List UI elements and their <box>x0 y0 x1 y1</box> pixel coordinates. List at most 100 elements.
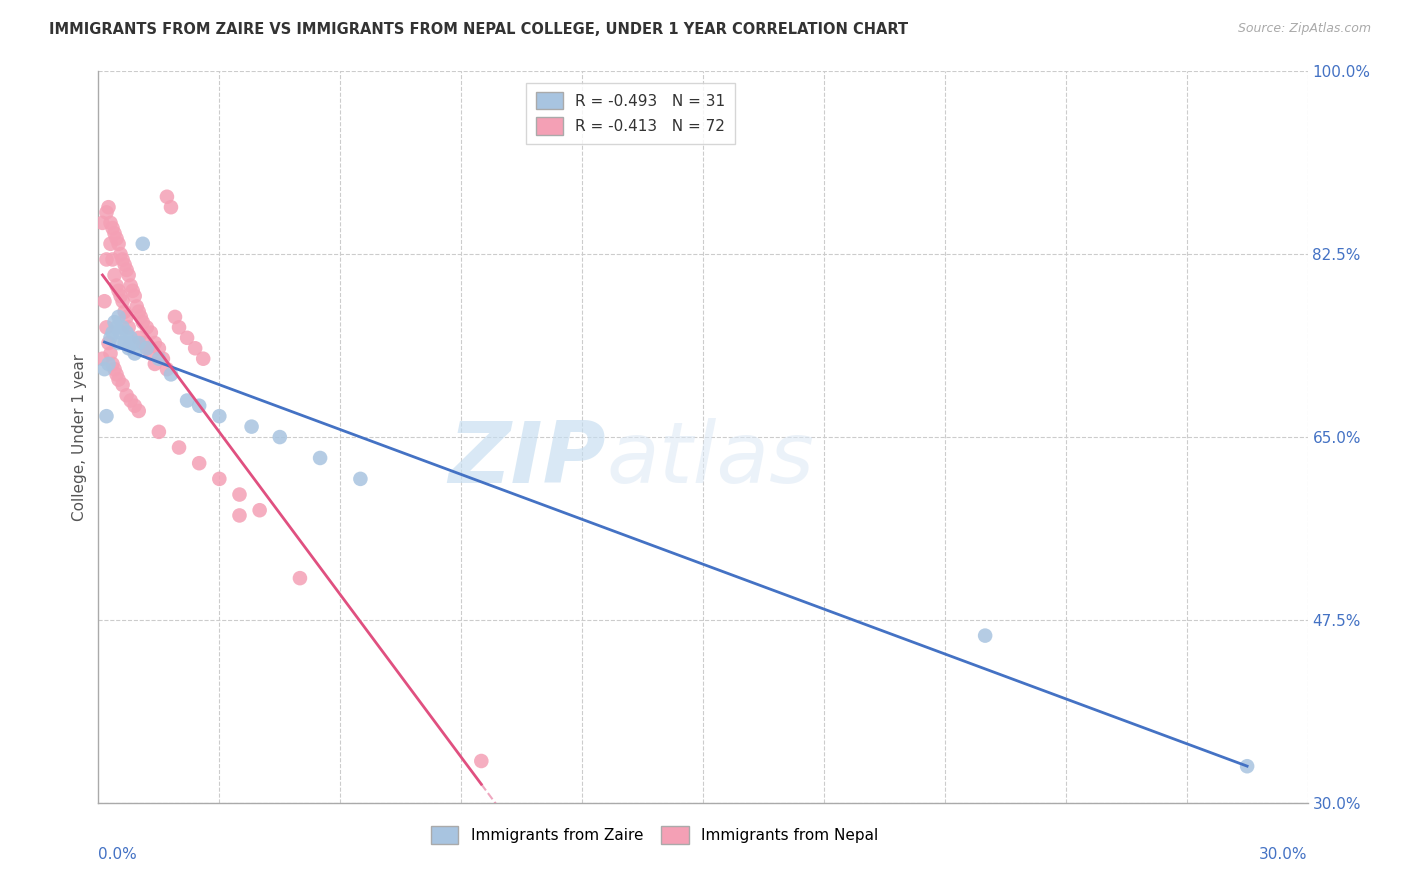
Point <box>105 320 128 334</box>
Point <box>105 278 128 293</box>
Y-axis label: College, Under 1 year: College, Under 1 year <box>72 353 87 521</box>
Point <box>96 320 118 334</box>
Point <box>97 357 120 371</box>
Point <box>228 487 250 501</box>
Point <box>101 326 124 340</box>
Point <box>115 326 138 340</box>
Point <box>124 346 146 360</box>
Point <box>143 336 166 351</box>
Point <box>91 216 114 230</box>
Point <box>120 278 142 293</box>
Point <box>135 341 157 355</box>
Point <box>156 362 179 376</box>
Point <box>193 351 215 366</box>
Point <box>107 284 129 298</box>
Point <box>118 320 141 334</box>
Point <box>118 341 141 355</box>
Point <box>249 503 271 517</box>
Point <box>156 190 179 204</box>
Text: IMMIGRANTS FROM ZAIRE VS IMMIGRANTS FROM NEPAL COLLEGE, UNDER 1 YEAR CORRELATION: IMMIGRANTS FROM ZAIRE VS IMMIGRANTS FROM… <box>49 22 908 37</box>
Point <box>974 629 997 643</box>
Point <box>121 336 143 351</box>
Point <box>139 326 162 340</box>
Point <box>97 200 120 214</box>
Point <box>96 205 118 219</box>
Point <box>128 304 150 318</box>
Point <box>100 236 122 251</box>
Point <box>124 289 146 303</box>
Point <box>101 252 124 267</box>
Point <box>124 399 146 413</box>
Point <box>128 336 150 351</box>
Point <box>349 472 371 486</box>
Point <box>103 227 125 241</box>
Point <box>110 247 132 261</box>
Point <box>118 268 141 282</box>
Point <box>114 336 136 351</box>
Point <box>103 362 125 376</box>
Point <box>1236 759 1258 773</box>
Point <box>132 315 155 329</box>
Point <box>188 456 211 470</box>
Point <box>208 472 231 486</box>
Point <box>128 404 150 418</box>
Point <box>115 310 138 324</box>
Point <box>132 336 155 351</box>
Point <box>100 216 122 230</box>
Point <box>93 362 115 376</box>
Point <box>470 754 492 768</box>
Point <box>139 346 162 360</box>
Point <box>103 315 125 329</box>
Text: 0.0%: 0.0% <box>98 847 138 862</box>
Legend: Immigrants from Zaire, Immigrants from Nepal: Immigrants from Zaire, Immigrants from N… <box>425 820 884 850</box>
Point <box>120 393 142 408</box>
Point <box>111 252 134 267</box>
Point <box>100 346 122 360</box>
Point <box>103 268 125 282</box>
Point <box>96 252 118 267</box>
Point <box>176 393 198 408</box>
Point <box>148 341 170 355</box>
Point <box>121 284 143 298</box>
Point <box>167 441 190 455</box>
Point <box>115 388 138 402</box>
Point <box>160 368 183 382</box>
Point <box>107 336 129 351</box>
Point <box>163 310 186 324</box>
Point <box>128 331 150 345</box>
Point <box>97 336 120 351</box>
Text: ZIP: ZIP <box>449 417 606 500</box>
Text: Source: ZipAtlas.com: Source: ZipAtlas.com <box>1237 22 1371 36</box>
Point <box>120 331 142 345</box>
Point <box>96 409 118 424</box>
Point <box>91 351 114 366</box>
Point <box>129 310 152 324</box>
Point <box>111 294 134 309</box>
Point <box>208 409 231 424</box>
Point <box>110 289 132 303</box>
Text: atlas: atlas <box>606 417 814 500</box>
Point <box>167 320 190 334</box>
Point <box>107 310 129 324</box>
Point <box>176 331 198 345</box>
Point <box>143 357 166 371</box>
Point <box>148 351 170 366</box>
Point <box>135 341 157 355</box>
Point <box>148 425 170 439</box>
Point <box>240 419 263 434</box>
Point <box>101 221 124 235</box>
Point <box>107 373 129 387</box>
Point <box>269 430 291 444</box>
Point <box>132 236 155 251</box>
Point <box>188 399 211 413</box>
Point <box>135 320 157 334</box>
Point <box>160 200 183 214</box>
Point <box>93 294 115 309</box>
Point <box>115 263 138 277</box>
Point <box>105 231 128 245</box>
Point <box>114 258 136 272</box>
Point <box>309 450 332 465</box>
Point <box>101 357 124 371</box>
Point <box>105 368 128 382</box>
Point <box>111 320 134 334</box>
